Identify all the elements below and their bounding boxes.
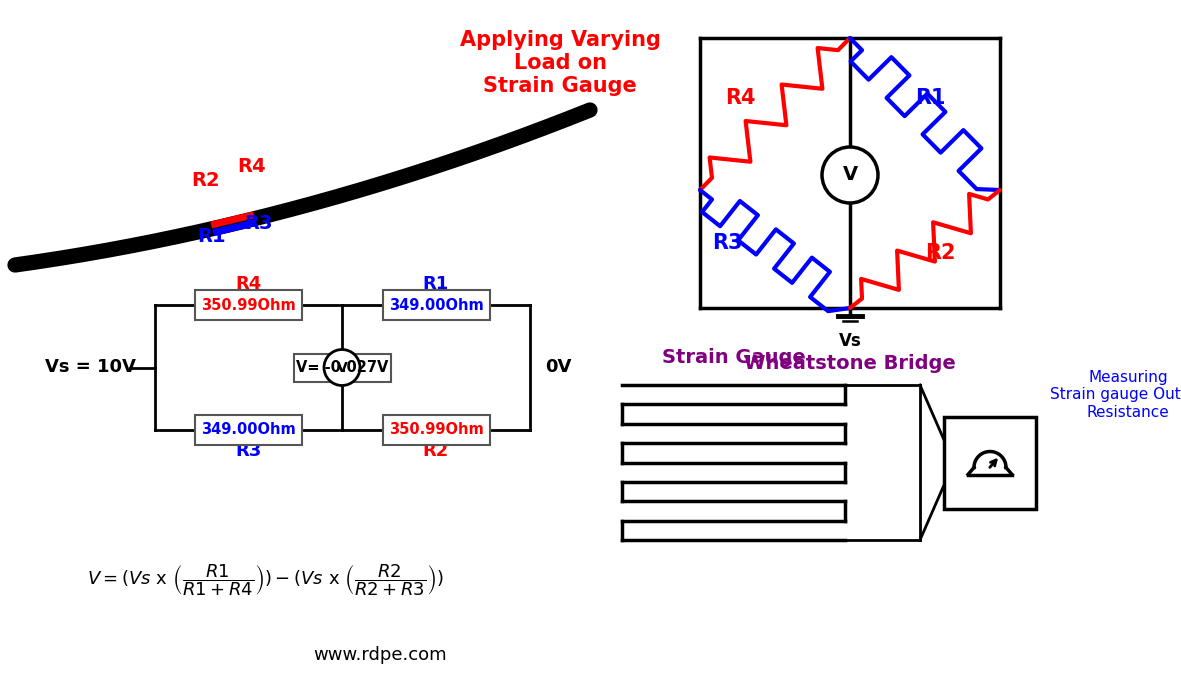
- Text: R4: R4: [237, 157, 266, 175]
- Text: V: V: [842, 166, 857, 185]
- Circle shape: [822, 147, 877, 203]
- Text: 0V: 0V: [544, 359, 572, 377]
- FancyBboxPatch shape: [195, 415, 302, 445]
- FancyBboxPatch shape: [294, 354, 391, 382]
- Text: Vs: Vs: [839, 332, 861, 350]
- Text: R3: R3: [235, 442, 262, 460]
- Text: Strain Gauge: Strain Gauge: [661, 348, 805, 367]
- Text: Measuring
Strain gauge Output
Resistance: Measuring Strain gauge Output Resistance: [1050, 370, 1181, 420]
- Text: R1: R1: [197, 226, 226, 246]
- Text: R2: R2: [925, 243, 955, 263]
- FancyBboxPatch shape: [944, 417, 1036, 508]
- Text: R1: R1: [915, 88, 946, 108]
- Text: R3: R3: [244, 214, 273, 233]
- FancyBboxPatch shape: [195, 290, 302, 320]
- Text: 350.99Ohm: 350.99Ohm: [389, 422, 483, 438]
- Text: R4: R4: [725, 88, 756, 108]
- Text: 350.99Ohm: 350.99Ohm: [201, 298, 296, 312]
- Text: 349.00Ohm: 349.00Ohm: [201, 422, 296, 438]
- Text: V: V: [337, 361, 347, 375]
- Text: Vs = 10V: Vs = 10V: [45, 359, 136, 377]
- FancyBboxPatch shape: [383, 415, 489, 445]
- Text: R4: R4: [235, 275, 262, 293]
- Text: www.rdpe.com: www.rdpe.com: [313, 646, 446, 664]
- Text: Applying Varying
Load on
Strain Gauge: Applying Varying Load on Strain Gauge: [459, 30, 660, 96]
- Text: R2: R2: [191, 171, 220, 189]
- Text: $V = (Vs\ \mathrm{x}\ \left(\dfrac{R1}{R1+R4}\right)) - (Vs\ \mathrm{x}\ \left(\: $V = (Vs\ \mathrm{x}\ \left(\dfrac{R1}{R…: [86, 562, 443, 598]
- Text: R1: R1: [423, 275, 449, 293]
- Circle shape: [324, 350, 360, 386]
- Text: V= -0.027V: V= -0.027V: [295, 360, 389, 375]
- Text: R3: R3: [712, 233, 743, 253]
- Text: R2: R2: [423, 442, 449, 460]
- FancyBboxPatch shape: [383, 290, 489, 320]
- Text: Wheatstone Bridge: Wheatstone Bridge: [744, 354, 955, 373]
- Text: 349.00Ohm: 349.00Ohm: [389, 298, 483, 312]
